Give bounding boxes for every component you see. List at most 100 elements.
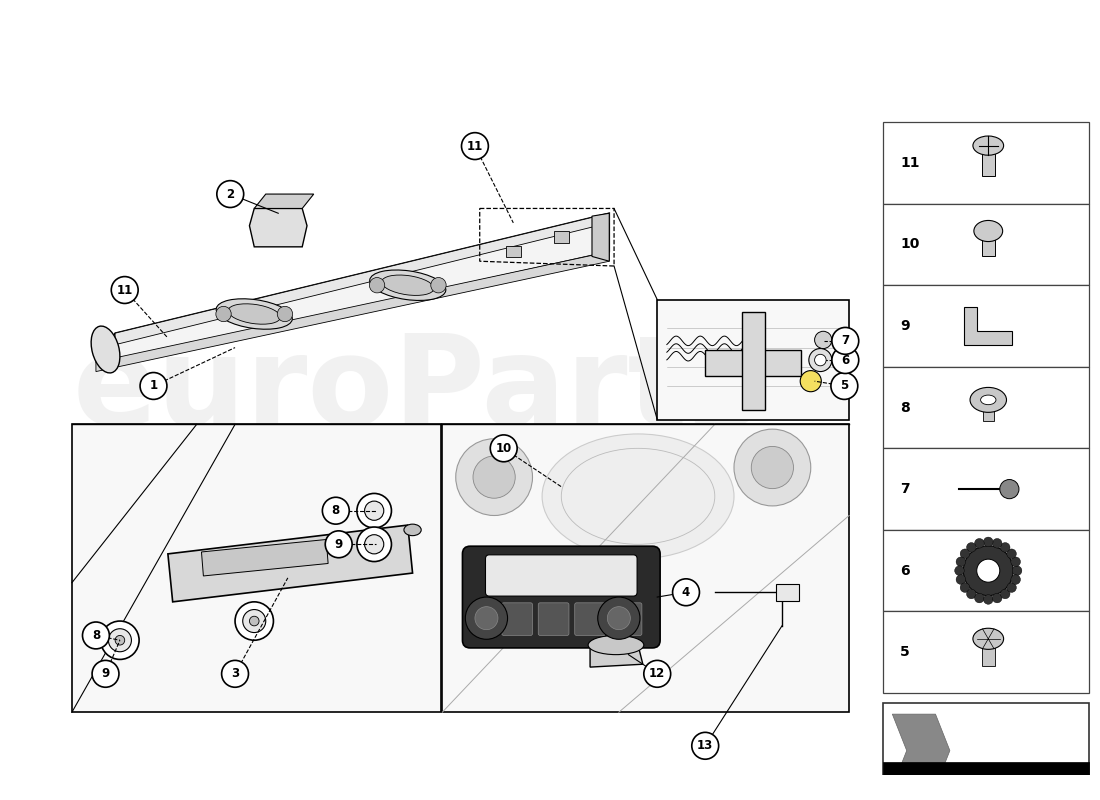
Circle shape (830, 373, 858, 399)
Circle shape (964, 546, 1013, 596)
Polygon shape (882, 611, 1089, 693)
Text: 5: 5 (840, 379, 848, 393)
Circle shape (607, 606, 630, 630)
Circle shape (221, 660, 249, 687)
Circle shape (751, 446, 793, 489)
FancyBboxPatch shape (612, 603, 642, 635)
Circle shape (243, 610, 266, 633)
Circle shape (956, 574, 966, 584)
FancyBboxPatch shape (981, 231, 996, 256)
Circle shape (1000, 479, 1019, 498)
Text: 8: 8 (332, 504, 340, 518)
FancyBboxPatch shape (981, 146, 996, 176)
Circle shape (967, 589, 976, 598)
Ellipse shape (972, 628, 1003, 650)
Circle shape (462, 133, 488, 159)
Circle shape (217, 181, 244, 207)
Circle shape (597, 597, 640, 639)
FancyBboxPatch shape (462, 546, 660, 648)
Text: 10: 10 (496, 442, 512, 455)
Polygon shape (592, 214, 609, 262)
Text: 11: 11 (900, 156, 920, 170)
Text: 11: 11 (117, 283, 133, 297)
Text: a passion for parts since 1985: a passion for parts since 1985 (251, 541, 546, 586)
Ellipse shape (404, 524, 421, 536)
Circle shape (140, 373, 167, 399)
Ellipse shape (91, 326, 120, 373)
Ellipse shape (217, 298, 293, 330)
Circle shape (815, 331, 832, 349)
Text: 6: 6 (842, 354, 849, 366)
Circle shape (465, 597, 507, 639)
Ellipse shape (972, 136, 1003, 155)
Polygon shape (201, 539, 328, 576)
Text: 9: 9 (334, 538, 343, 550)
Circle shape (1012, 566, 1022, 575)
Text: 3: 3 (231, 667, 239, 680)
Text: 6: 6 (900, 564, 910, 578)
Circle shape (455, 438, 532, 515)
Text: 7: 7 (900, 482, 910, 496)
Circle shape (235, 602, 274, 640)
Circle shape (250, 616, 258, 626)
Polygon shape (72, 424, 441, 712)
Polygon shape (96, 214, 609, 362)
FancyBboxPatch shape (502, 603, 532, 635)
FancyBboxPatch shape (553, 231, 569, 243)
Circle shape (975, 594, 984, 603)
Polygon shape (892, 714, 950, 787)
Circle shape (491, 435, 517, 462)
Text: 7: 7 (842, 334, 849, 347)
Text: 13: 13 (697, 739, 713, 752)
Circle shape (832, 346, 859, 374)
Circle shape (832, 327, 859, 354)
Polygon shape (741, 312, 764, 410)
Circle shape (955, 566, 965, 575)
Circle shape (1006, 582, 1016, 592)
FancyBboxPatch shape (982, 400, 994, 421)
Polygon shape (96, 252, 609, 371)
Circle shape (644, 660, 671, 687)
Ellipse shape (970, 387, 1007, 412)
Ellipse shape (370, 278, 385, 293)
FancyBboxPatch shape (485, 555, 637, 596)
Text: 8: 8 (900, 401, 910, 414)
Polygon shape (882, 530, 1089, 611)
Circle shape (692, 732, 718, 759)
Circle shape (473, 456, 515, 498)
Circle shape (356, 494, 392, 528)
Circle shape (800, 370, 822, 392)
Circle shape (983, 537, 993, 546)
Text: 11: 11 (466, 139, 483, 153)
Text: 5: 5 (900, 646, 910, 659)
Text: 12: 12 (649, 667, 666, 680)
Ellipse shape (370, 270, 446, 301)
Ellipse shape (277, 306, 293, 322)
Polygon shape (705, 350, 801, 376)
Circle shape (364, 501, 384, 520)
Circle shape (111, 277, 139, 303)
Text: euroParts: euroParts (73, 330, 762, 451)
FancyBboxPatch shape (981, 638, 996, 666)
Circle shape (1000, 542, 1010, 552)
Polygon shape (882, 366, 1089, 448)
Polygon shape (442, 424, 849, 712)
Ellipse shape (542, 434, 734, 558)
Circle shape (326, 531, 352, 558)
Ellipse shape (980, 395, 996, 405)
Circle shape (734, 429, 811, 506)
Ellipse shape (228, 304, 280, 324)
Circle shape (101, 621, 139, 659)
Circle shape (815, 354, 826, 366)
Circle shape (960, 549, 970, 558)
Circle shape (967, 542, 976, 552)
Circle shape (956, 557, 966, 566)
Circle shape (992, 594, 1002, 603)
Polygon shape (882, 286, 1089, 366)
Text: 1: 1 (150, 379, 157, 393)
Circle shape (109, 629, 131, 652)
FancyBboxPatch shape (777, 584, 800, 601)
Text: 868 02: 868 02 (943, 775, 1028, 795)
Ellipse shape (974, 221, 1003, 242)
Ellipse shape (216, 306, 231, 322)
